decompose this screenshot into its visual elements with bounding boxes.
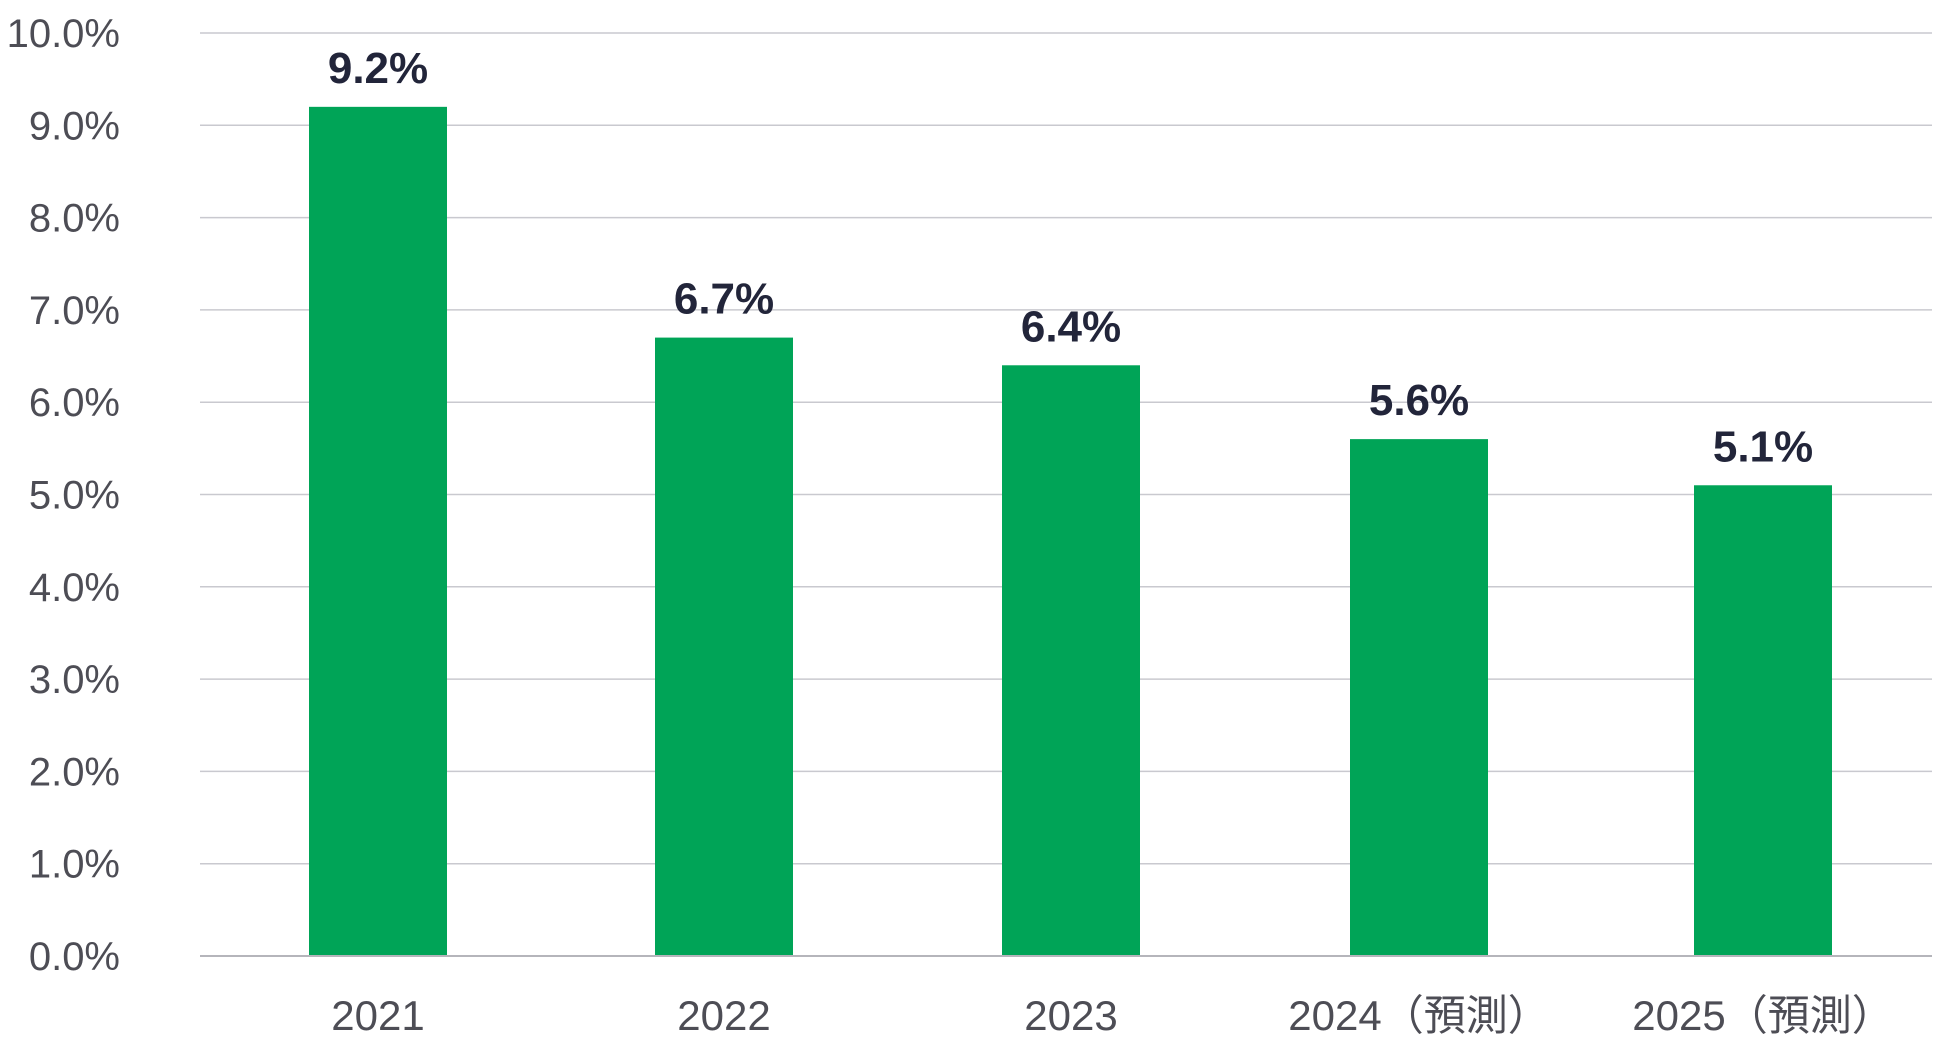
- data-label: 5.6%: [1369, 376, 1469, 425]
- y-tick-label: 9.0%: [29, 104, 120, 148]
- bar: [1002, 365, 1140, 956]
- bar: [1694, 485, 1832, 956]
- bar: [309, 106, 447, 957]
- bars: [309, 106, 1832, 957]
- x-tick-label: 2025（預測）: [1632, 992, 1893, 1039]
- y-tick-label: 8.0%: [29, 197, 120, 241]
- x-tick-label: 2023: [1024, 992, 1117, 1039]
- y-tick-label: 10.0%: [7, 12, 120, 56]
- data-label: 6.4%: [1021, 302, 1121, 351]
- axes: 0.0% 1.0% 2.0% 3.0% 4.0% 5.0% 6.0% 7.0% 8.0% 9.0%…: [7, 12, 1932, 1039]
- y-tick-label: 0.0%: [29, 935, 120, 979]
- y-tick-label: 4.0%: [29, 566, 120, 610]
- data-label: 6.7%: [674, 275, 774, 324]
- y-tick-label: 7.0%: [29, 289, 120, 333]
- y-tick-label: 5.0%: [29, 474, 120, 518]
- y-tick-label: 3.0%: [29, 658, 120, 702]
- bar: [1350, 439, 1488, 956]
- x-tick-label: 2022: [677, 992, 770, 1039]
- data-labels: 9.2% 6.7% 6.4% 5.6% 5.1%: [328, 44, 1813, 471]
- bar: [655, 337, 793, 957]
- y-tick-label: 1.0%: [29, 843, 120, 887]
- data-label: 5.1%: [1713, 422, 1813, 471]
- y-tick-label: 6.0%: [29, 381, 120, 425]
- x-tick-label: 2024（預測）: [1288, 992, 1549, 1039]
- x-tick-label: 2021: [331, 992, 424, 1039]
- data-label: 9.2%: [328, 44, 428, 93]
- y-tick-label: 2.0%: [29, 750, 120, 794]
